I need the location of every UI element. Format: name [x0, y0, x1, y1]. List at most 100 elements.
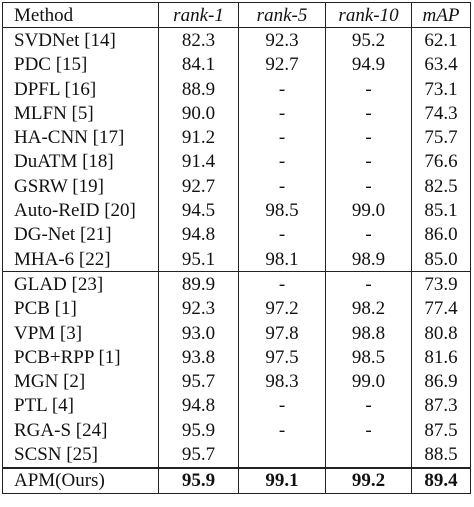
table-row: PTL [4] 94.8- -87.3 [2, 393, 471, 419]
map-cell: 80.8 [411, 320, 471, 346]
method-cell: DG-Net [21] [2, 222, 159, 247]
column-header-rank-5: rank-5 [238, 1, 326, 29]
map-cell: 73.1 [411, 76, 471, 102]
rank-5-cell: 98.3 [238, 369, 326, 394]
rank-5-cell: 98.5 [238, 198, 326, 223]
column-header-map: mAP [411, 1, 471, 29]
map-cell: 81.6 [411, 345, 471, 370]
table-row: SCSN [25] 95.7 88.5 [2, 442, 471, 469]
map-cell: 85.1 [411, 198, 471, 223]
table-header: Method rank-1 rank-5 rank-10 mAP [2, 1, 471, 29]
rank-10-cell: - [325, 418, 412, 443]
table-row: MGN [2] 95.7 98.3 99.0 86.9 [2, 369, 471, 394]
rank-10-cell: 99.0 [325, 369, 412, 394]
method-cell: DPFL [16] [2, 76, 159, 102]
rank-10-cell: - [325, 271, 412, 297]
table-row: DG-Net [21] 94.8- -86.0 [2, 222, 471, 247]
rank-1-cell: 82.3 [158, 27, 239, 53]
rank-5-cell: - [238, 418, 326, 443]
rank-1-cell: 95.7 [158, 442, 239, 469]
rank-5-cell: 99.1 [238, 467, 326, 494]
results-table: Method rank-1 rank-5 rank-10 mAP SVDNet … [2, 1, 471, 494]
map-cell: 89.4 [411, 467, 471, 494]
rank-1-cell: 91.2 [158, 125, 239, 150]
rank-10-cell: 95.2 [325, 27, 412, 53]
map-cell: 75.7 [411, 125, 471, 150]
rank-1-cell: 89.9 [158, 271, 239, 297]
rank-1-cell: 95.9 [158, 467, 239, 494]
method-cell: MGN [2] [2, 369, 159, 394]
table-row: SVDNet [14] 82.3 92.3 95.2 62.1 [2, 27, 471, 53]
rank-1-cell: 94.5 [158, 198, 239, 223]
table-row: GLAD [23] 89.9- -73.9 [2, 271, 471, 297]
method-cell: RGA-S [24] [2, 418, 159, 443]
rank-1-cell: 91.4 [158, 149, 239, 175]
method-cell: PCB+RPP [1] [2, 345, 159, 370]
table-row: Auto-ReID [20] 94.5 98.5 99.0 85.1 [2, 198, 471, 223]
method-cell: MLFN [5] [2, 101, 159, 126]
rank-10-cell: 98.2 [325, 296, 412, 321]
rank-5-cell: - [238, 271, 326, 297]
method-cell: Auto-ReID [20] [2, 198, 159, 223]
rank-10-cell: 98.8 [325, 320, 412, 346]
table-row: DuATM [18] 91.4- -76.6 [2, 149, 471, 175]
table-row: PDC [15] 84.1 92.7 94.9 63.4 [2, 52, 471, 77]
rank-1-cell: 94.8 [158, 222, 239, 247]
method-cell: PTL [4] [2, 393, 159, 419]
table-row: MHA-6 [22] 95.1 98.1 98.9 85.0 [2, 246, 471, 273]
rank-1-cell: 95.9 [158, 418, 239, 443]
map-cell: 85.0 [411, 246, 471, 273]
method-cell: DuATM [18] [2, 149, 159, 175]
rank-1-cell: 95.7 [158, 369, 239, 394]
table-row: PCB [1] 92.3 97.2 98.2 77.4 [2, 296, 471, 321]
header-row: Method rank-1 rank-5 rank-10 mAP [2, 1, 471, 29]
table-body: SVDNet [14] 82.3 92.3 95.2 62.1 PDC [15] 84.1 9… [2, 27, 471, 494]
rank-10-cell: - [325, 222, 412, 247]
table-row: DPFL [16] 88.9- -73.1 [2, 76, 471, 102]
rank-5-cell: - [238, 393, 326, 419]
table-row: GSRW [19] 92.7- -82.5 [2, 174, 471, 199]
rank-1-cell: 93.0 [158, 320, 239, 346]
rank-10-cell: - [325, 125, 412, 150]
rank-5-cell: 92.3 [238, 27, 326, 53]
map-cell: 87.3 [411, 393, 471, 419]
method-cell: GLAD [23] [2, 271, 159, 297]
rank-10-cell: 99.0 [325, 198, 412, 223]
rank-1-cell: 84.1 [158, 52, 239, 77]
rank-1-cell: 90.0 [158, 101, 239, 126]
table-row: HA-CNN [17] 91.2- -75.7 [2, 125, 471, 150]
method-cell: APM(Ours) [2, 467, 159, 494]
table-row: PCB+RPP [1] 93.8 97.5 98.5 81.6 [2, 345, 471, 370]
method-cell: PCB [1] [2, 296, 159, 321]
method-cell: SVDNet [14] [2, 27, 159, 53]
rank-5-cell: 97.2 [238, 296, 326, 321]
rank-5-cell [238, 442, 326, 469]
map-cell: 86.9 [411, 369, 471, 394]
method-cell: PDC [15] [2, 52, 159, 77]
rank-5-cell: 97.8 [238, 320, 326, 346]
map-cell: 73.9 [411, 271, 471, 297]
rank-1-cell: 94.8 [158, 393, 239, 419]
rank-1-cell: 95.1 [158, 246, 239, 273]
table-row: RGA-S [24] 95.9- -87.5 [2, 418, 471, 443]
map-cell: 87.5 [411, 418, 471, 443]
table-row: APM(Ours) 95.9 99.1 99.2 89.4 [2, 467, 471, 494]
column-header-rank-1: rank-1 [158, 1, 239, 29]
map-cell: 77.4 [411, 296, 471, 321]
rank-10-cell: - [325, 101, 412, 126]
rank-10-cell: 94.9 [325, 52, 412, 77]
rank-5-cell: - [238, 174, 326, 199]
rank-10-cell: - [325, 76, 412, 102]
rank-1-cell: 92.7 [158, 174, 239, 199]
column-header-method: Method [2, 1, 159, 29]
rank-5-cell: - [238, 101, 326, 126]
rank-1-cell: 88.9 [158, 76, 239, 102]
rank-1-cell: 92.3 [158, 296, 239, 321]
map-cell: 82.5 [411, 174, 471, 199]
method-cell: GSRW [19] [2, 174, 159, 199]
map-cell: 86.0 [411, 222, 471, 247]
rank-5-cell: - [238, 125, 326, 150]
map-cell: 62.1 [411, 27, 471, 53]
rank-5-cell: 98.1 [238, 246, 326, 273]
column-header-rank-10: rank-10 [325, 1, 412, 29]
